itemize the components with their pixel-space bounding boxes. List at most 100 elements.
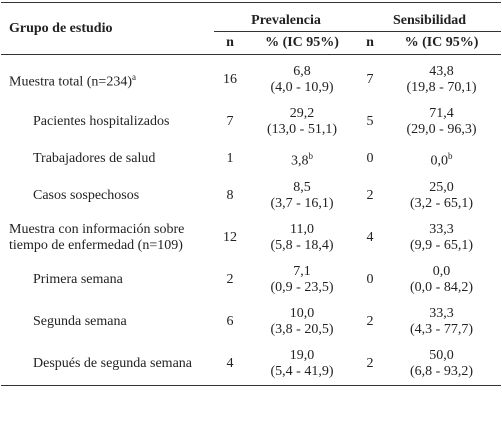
confidence-interval: (19,8 - 70,1) xyxy=(406,80,477,95)
percent-value: 29,2 xyxy=(289,106,315,121)
percent-line: 43,8 xyxy=(382,64,501,80)
percent-line: 3,8b xyxy=(246,148,358,170)
confidence-interval: (4,0 - 10,9) xyxy=(270,80,334,95)
n-cell: 2 xyxy=(366,187,374,203)
results-table: Grupo de estudio Prevalencia Sensibilida… xyxy=(1,2,502,386)
percent-cell: 33,3 (4,3 - 77,7) xyxy=(382,301,501,343)
footnote-mark: a xyxy=(131,72,136,83)
percent-cell: 25,0 (3,2 - 65,1) xyxy=(382,175,501,217)
table-row: Trabajadores de salud 1 3,8b 0 0,0b xyxy=(1,143,501,175)
n-cell: 0 xyxy=(366,150,374,166)
percent-cell: 50,0 (6,8 - 93,2) xyxy=(382,343,501,386)
sub-header: n xyxy=(366,35,374,50)
footnote-mark: b xyxy=(448,151,453,161)
confidence-interval: (0,0 - 84,2) xyxy=(410,279,474,295)
confidence-interval: (13,0 - 51,1) xyxy=(267,122,337,137)
table-row: Segunda semana 6 10,0 (3,8 - 20,5) 2 33,3 (4,3… xyxy=(1,301,501,343)
percent-value: 43,8 xyxy=(429,64,454,79)
percent-value: 25,0 xyxy=(429,179,454,195)
percent-cell: 43,8 (19,8 - 70,1) xyxy=(382,55,501,102)
table-body: Muestra total (n=234)a 16 6,8 (4,0 - 10,9) 7… xyxy=(1,55,501,386)
label-text: Muestra con información sobre tiempo de … xyxy=(9,221,185,253)
label-text: Primera semana xyxy=(33,271,123,287)
table-row: Muestra con información sobre tiempo de … xyxy=(1,217,501,259)
table-row: Después de segunda semana 4 19,0 (5,4 - 41,… xyxy=(1,343,501,386)
confidence-interval: (0,9 - 23,5) xyxy=(270,279,334,295)
percent-value: 0,0 xyxy=(432,263,451,279)
percent-cell: 19,0 (5,4 - 41,9) xyxy=(246,343,358,386)
n-cell: 7 xyxy=(366,72,374,87)
sensitivity-header: Sensibilidad xyxy=(358,2,502,32)
percent-cell: 10,0 (3,8 - 20,5) xyxy=(246,301,358,343)
percent-value: 33,3 xyxy=(429,221,454,237)
n-cell: 2 xyxy=(366,313,374,329)
label-text: Pacientes hospitalizados xyxy=(33,114,170,129)
percent-value: 3,8 xyxy=(291,153,309,169)
percent-line: 50,0 xyxy=(382,348,501,364)
row-label: Casos sospechosos xyxy=(1,175,214,217)
confidence-interval: (4,3 - 77,7) xyxy=(410,321,474,337)
percent-cell: 33,3 (9,9 - 65,1) xyxy=(382,217,501,259)
percent-cell: 71,4 (29,0 - 96,3) xyxy=(382,101,501,143)
n-cell: 8 xyxy=(226,187,234,203)
confidence-interval: (3,2 - 65,1) xyxy=(410,195,474,211)
percent-line: 25,0 xyxy=(382,180,501,196)
percent-cell: 8,5 (3,7 - 16,1) xyxy=(246,175,358,217)
percent-cell: 3,8b xyxy=(246,143,358,175)
confidence-interval: (3,7 - 16,1) xyxy=(270,195,334,211)
n-cell: 4 xyxy=(226,355,234,371)
percent-value: 8,5 xyxy=(293,179,311,195)
row-label: Muestra con información sobre tiempo de … xyxy=(1,217,214,259)
table-row: Muestra total (n=234)a 16 6,8 (4,0 - 10,9) 7… xyxy=(1,55,501,102)
n-cell: 6 xyxy=(226,313,234,329)
percent-value: 7,1 xyxy=(293,263,311,279)
n-cell: 1 xyxy=(226,150,234,166)
confidence-interval: (6,8 - 93,2) xyxy=(410,363,474,379)
percent-line: 71,4 xyxy=(382,106,501,122)
percent-line: 8,5 xyxy=(246,180,358,196)
percent-line: 19,0 xyxy=(246,348,358,364)
percent-cell: 0,0 (0,0 - 84,2) xyxy=(382,259,501,301)
percent-value: 50,0 xyxy=(429,347,454,363)
confidence-interval: (5,8 - 18,4) xyxy=(270,237,334,253)
row-label: Trabajadores de salud xyxy=(1,143,214,175)
percent-value: 10,0 xyxy=(289,305,315,321)
prevalence-header: Prevalencia xyxy=(214,2,359,32)
percent-value: 0,0 xyxy=(430,153,449,169)
row-label: Después de segunda semana xyxy=(1,343,214,386)
percent-line: 33,3 xyxy=(382,222,501,238)
percent-cell: 29,2 (13,0 - 51,1) xyxy=(246,101,358,143)
label-text: Muestra total (n=234) xyxy=(9,74,132,90)
table-row: Primera semana 2 7,1 (0,9 - 23,5) 0 0,0 (0,0 -… xyxy=(1,259,501,301)
confidence-interval: (3,8 - 20,5) xyxy=(270,321,334,337)
n-cell: 2 xyxy=(366,355,374,371)
n-cell: 2 xyxy=(226,271,234,287)
n-cell: 16 xyxy=(223,72,237,87)
n-cell: 7 xyxy=(226,114,234,129)
row-label: Muestra total (n=234)a xyxy=(1,55,214,102)
percent-line: 29,2 xyxy=(246,106,358,122)
confidence-interval: (9,9 - 65,1) xyxy=(410,237,474,253)
percent-line: 11,0 xyxy=(246,222,358,238)
row-label: Segunda semana xyxy=(1,301,214,343)
row-label: Pacientes hospitalizados xyxy=(1,101,214,143)
confidence-interval: (5,4 - 41,9) xyxy=(270,363,334,379)
label-text: Trabajadores de salud xyxy=(33,150,156,166)
label-text: Después de segunda semana xyxy=(33,355,193,371)
percent-cell: 0,0b xyxy=(382,143,501,175)
label-text: Segunda semana xyxy=(33,313,127,329)
n-cell: 0 xyxy=(366,271,374,287)
percent-value: 19,0 xyxy=(289,347,315,363)
sub-header: % (IC 95%) xyxy=(404,35,479,50)
percent-value: 11,0 xyxy=(290,221,314,237)
n-cell: 4 xyxy=(366,229,374,245)
sub-header: % (IC 95%) xyxy=(265,35,339,50)
percent-value: 6,8 xyxy=(293,64,311,79)
percent-line: 0,0b xyxy=(382,148,501,170)
table-row: Casos sospechosos 8 8,5 (3,7 - 16,1) 2 25,0 (3… xyxy=(1,175,501,217)
percent-line: 10,0 xyxy=(246,306,358,322)
percent-line: 6,8 xyxy=(246,64,358,80)
percent-cell: 11,0 (5,8 - 18,4) xyxy=(246,217,358,259)
percent-line: 0,0 xyxy=(382,264,501,280)
